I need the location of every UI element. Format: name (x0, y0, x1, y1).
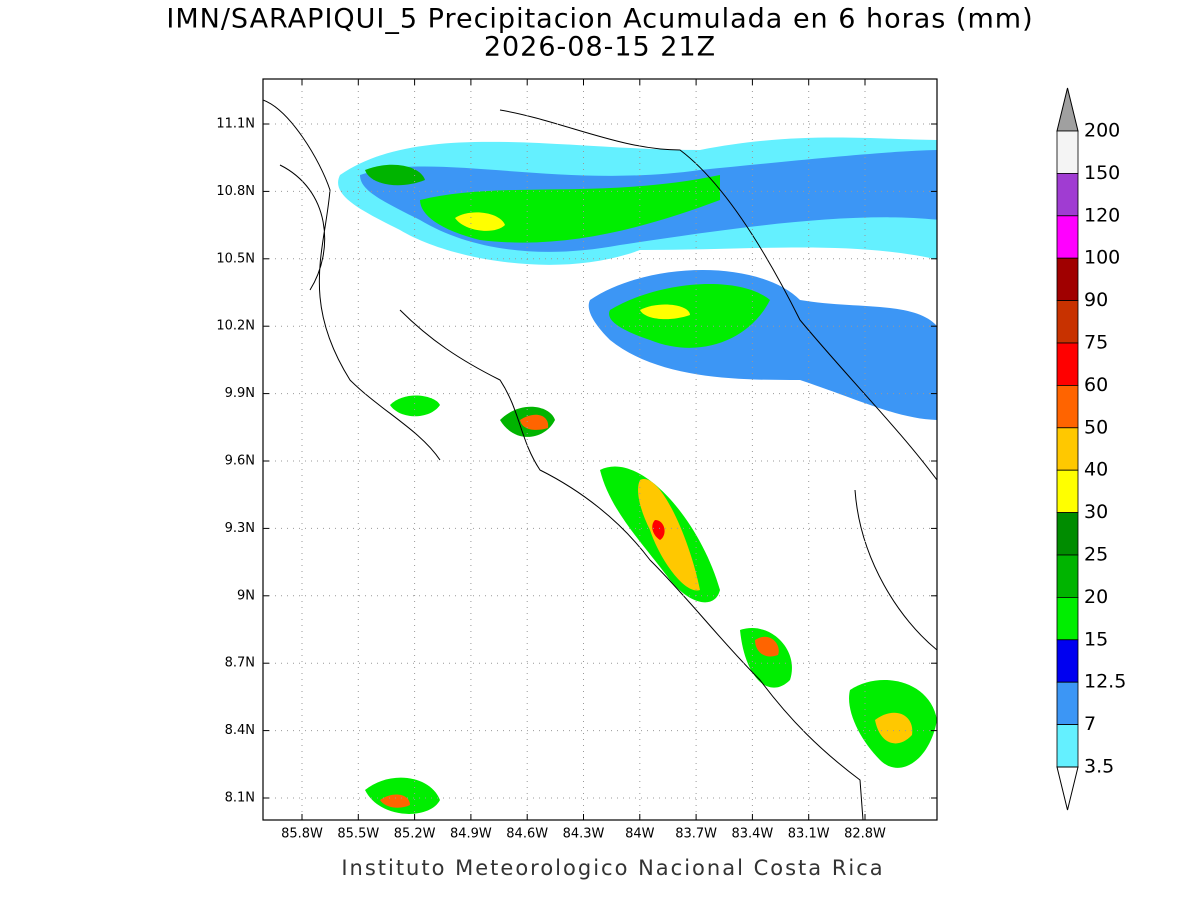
colorbar-swatch (1056, 257, 1079, 302)
colorbar-label: 75 (1084, 332, 1108, 354)
lon-label: 84.6W (506, 827, 548, 842)
lon-label: 84W (625, 827, 655, 842)
lat-label: 9.9N (225, 386, 255, 401)
colorbar-over (1056, 87, 1079, 132)
lon-label: 82.8W (844, 827, 886, 842)
colorbar-swatch (1056, 342, 1079, 386)
colorbar-label: 7 (1084, 713, 1096, 735)
lat-label: 10.8N (216, 184, 255, 199)
lon-label: 83.1W (788, 827, 830, 842)
colorbar-label: 90 (1084, 289, 1108, 311)
colorbar-label: 200 (1084, 120, 1120, 142)
colorbar-label: 12.5 (1084, 671, 1126, 693)
colorbar-swatch (1056, 427, 1079, 471)
colorbar-label: 30 (1084, 501, 1108, 523)
colorbar-swatch (1056, 469, 1079, 514)
colorbar-label: 50 (1084, 416, 1108, 438)
lat-label: 9.6N (225, 454, 255, 469)
lon-label: 84.9W (450, 827, 492, 842)
colorbar-swatch (1056, 724, 1079, 768)
lon-label: 84.3W (563, 827, 605, 842)
lon-label: 85.8W (281, 827, 323, 842)
subtitle: 2026-08-15 21Z (484, 32, 716, 63)
lat-label: 10.2N (216, 319, 255, 334)
colorbar-swatch (1056, 639, 1079, 683)
lat-label: 8.4N (225, 723, 255, 738)
colorbar-label: 150 (1084, 162, 1120, 184)
precip-field (263, 79, 937, 820)
colorbar-swatch (1056, 130, 1079, 174)
colorbar-label: 15 (1084, 628, 1108, 650)
lat-label: 9N (237, 588, 255, 603)
colorbar-label: 120 (1084, 204, 1120, 226)
lon-label: 83.7W (675, 827, 717, 842)
colorbar-swatch (1056, 215, 1079, 259)
lat-label: 9.3N (225, 521, 255, 536)
colorbar-swatch (1056, 597, 1079, 641)
colorbar-label: 60 (1084, 374, 1108, 396)
colorbar-swatch (1056, 681, 1079, 726)
colorbar-swatch (1056, 512, 1079, 556)
lat-label: 8.7N (225, 656, 255, 671)
lon-label: 85.5W (337, 827, 379, 842)
colorbar-label: 25 (1084, 544, 1108, 566)
footer: Instituto Meteorologico Nacional Costa R… (341, 856, 884, 880)
colorbar-swatch (1056, 300, 1079, 344)
colorbar-swatch (1056, 384, 1079, 429)
title: IMN/SARAPIQUI_5 Precipitacion Acumulada … (166, 4, 1033, 35)
lat-label: 8.1N (225, 791, 255, 806)
map-frame (262, 78, 938, 821)
colorbar-label: 20 (1084, 586, 1108, 608)
colorbar-under (1056, 766, 1079, 811)
colorbar-swatch (1056, 172, 1079, 217)
colorbar-label: 100 (1084, 247, 1120, 269)
lon-label: 83.4W (731, 827, 773, 842)
lon-label: 85.2W (394, 827, 436, 842)
lat-label: 10.5N (216, 251, 255, 266)
colorbar-swatch (1056, 554, 1079, 598)
colorbar-label: 40 (1084, 459, 1108, 481)
colorbar-label: 3.5 (1084, 756, 1114, 778)
lat-label: 11.1N (216, 117, 255, 132)
